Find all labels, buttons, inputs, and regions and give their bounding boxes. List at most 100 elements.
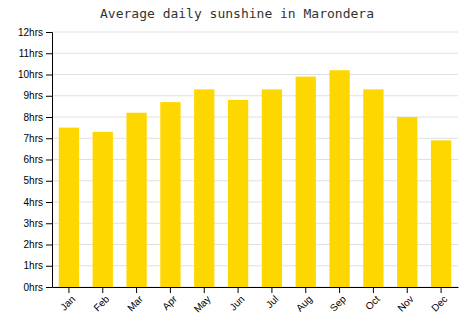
- grid-line: [52, 32, 458, 33]
- tick: May: [192, 287, 213, 315]
- axis-line: [46, 33, 53, 288]
- tick-mark: [407, 287, 408, 293]
- tick-mark: [46, 96, 52, 97]
- tick-mark: [102, 287, 103, 293]
- tick-label: Oct: [363, 293, 382, 312]
- tick-label: 11hrs: [19, 48, 43, 59]
- tick-label: 3hrs: [24, 218, 43, 229]
- tick: 2hrs: [24, 239, 52, 250]
- tick: Nov: [395, 287, 415, 314]
- tick-label: Apr: [160, 293, 179, 312]
- bars: [59, 70, 451, 287]
- tick-mark: [305, 287, 306, 293]
- bar: [397, 117, 417, 287]
- axis-line: [53, 287, 459, 288]
- tick: Oct: [363, 287, 382, 312]
- tick-label: 7hrs: [24, 133, 43, 144]
- bar: [431, 140, 451, 287]
- tick-label: Jul: [264, 293, 281, 310]
- tick-label: Sep: [328, 293, 349, 314]
- bar: [262, 89, 282, 287]
- bar: [228, 100, 248, 287]
- tick: 1hrs: [24, 260, 52, 271]
- tick-label: May: [192, 293, 213, 314]
- tick: 11hrs: [19, 48, 52, 59]
- bar: [93, 132, 113, 287]
- tick-mark: [46, 223, 52, 224]
- tick-label: 4hrs: [24, 197, 43, 208]
- tick: 9hrs: [24, 90, 52, 101]
- grid-line: [52, 74, 458, 75]
- tick: 0hrs: [24, 282, 52, 293]
- x-axis: Jan Feb Mar Apr May Jun Jul Aug Sep Oct Nov Dec: [53, 287, 459, 315]
- tick: 4hrs: [24, 197, 52, 208]
- tick-mark: [204, 287, 205, 293]
- tick-label: 9hrs: [24, 90, 43, 101]
- bar: [126, 113, 146, 287]
- bar: [194, 89, 214, 287]
- tick: Jan: [58, 287, 77, 313]
- tick-mark: [271, 287, 272, 293]
- bar: [59, 128, 79, 287]
- tick: Mar: [125, 287, 145, 313]
- tick-label: Mar: [125, 293, 145, 313]
- tick-mark: [46, 53, 52, 54]
- tick-mark: [46, 202, 52, 203]
- tick: Jun: [227, 287, 246, 313]
- tick-mark: [238, 287, 239, 293]
- tick-mark: [46, 117, 52, 118]
- tick-label: 6hrs: [24, 154, 43, 165]
- bar: [363, 89, 383, 287]
- tick-label: 1hrs: [24, 260, 43, 271]
- tick-mark: [46, 287, 52, 288]
- tick: 12hrs: [18, 27, 52, 38]
- bar: [329, 70, 349, 287]
- tick: Aug: [294, 287, 314, 314]
- grid-line: [52, 95, 458, 96]
- tick-mark: [339, 287, 340, 293]
- tick: 7hrs: [24, 133, 52, 144]
- tick-label: Aug: [294, 293, 314, 313]
- tick: 6hrs: [24, 154, 52, 165]
- bar: [296, 77, 316, 287]
- tick-label: 0hrs: [24, 282, 43, 293]
- tick-mark: [373, 287, 374, 293]
- tick-mark: [441, 287, 442, 293]
- tick-label: 5hrs: [24, 175, 43, 186]
- grid: [52, 32, 458, 287]
- y-axis: 0hrs 1hrs 2hrs 3hrs 4hrs 5hrs 6hrs 7hrs 8hrs 9hrs…: [18, 27, 53, 293]
- tick-mark: [68, 287, 69, 293]
- tick-mark: [136, 287, 137, 293]
- tick-mark: [46, 32, 52, 33]
- tick-mark: [170, 287, 171, 293]
- plot: Jan Feb Mar Apr May Jun Jul Aug Sep Oct Nov Dec 0hrs…: [18, 27, 459, 315]
- bar: [160, 102, 180, 287]
- tick: Sep: [328, 287, 349, 314]
- tick-mark: [46, 245, 52, 246]
- grid-line: [52, 53, 458, 54]
- tick: 8hrs: [24, 112, 52, 123]
- tick: 10hrs: [18, 69, 52, 80]
- tick-label: 12hrs: [18, 27, 43, 38]
- tick-label: 8hrs: [24, 112, 43, 123]
- tick: Dec: [429, 287, 449, 314]
- tick: Apr: [160, 287, 179, 312]
- chart: Average daily sunshine in Marondera Jan Fe…: [0, 0, 474, 331]
- tick-mark: [46, 138, 52, 139]
- title: Average daily sunshine in Marondera: [100, 6, 374, 21]
- tick-label: 2hrs: [24, 239, 43, 250]
- tick-label: 10hrs: [18, 69, 43, 80]
- tick-label: Jan: [58, 293, 77, 312]
- tick-mark: [46, 160, 52, 161]
- tick-mark: [46, 75, 52, 76]
- tick-label: Nov: [395, 293, 415, 313]
- tick-mark: [46, 266, 52, 267]
- tick-label: Dec: [429, 293, 449, 313]
- tick-label: Jun: [227, 293, 246, 312]
- tick: 5hrs: [24, 175, 52, 186]
- tick: Jul: [264, 287, 281, 310]
- tick: Feb: [91, 287, 111, 313]
- tick-mark: [46, 181, 52, 182]
- tick-label: Feb: [91, 293, 111, 313]
- tick: 3hrs: [24, 218, 52, 229]
